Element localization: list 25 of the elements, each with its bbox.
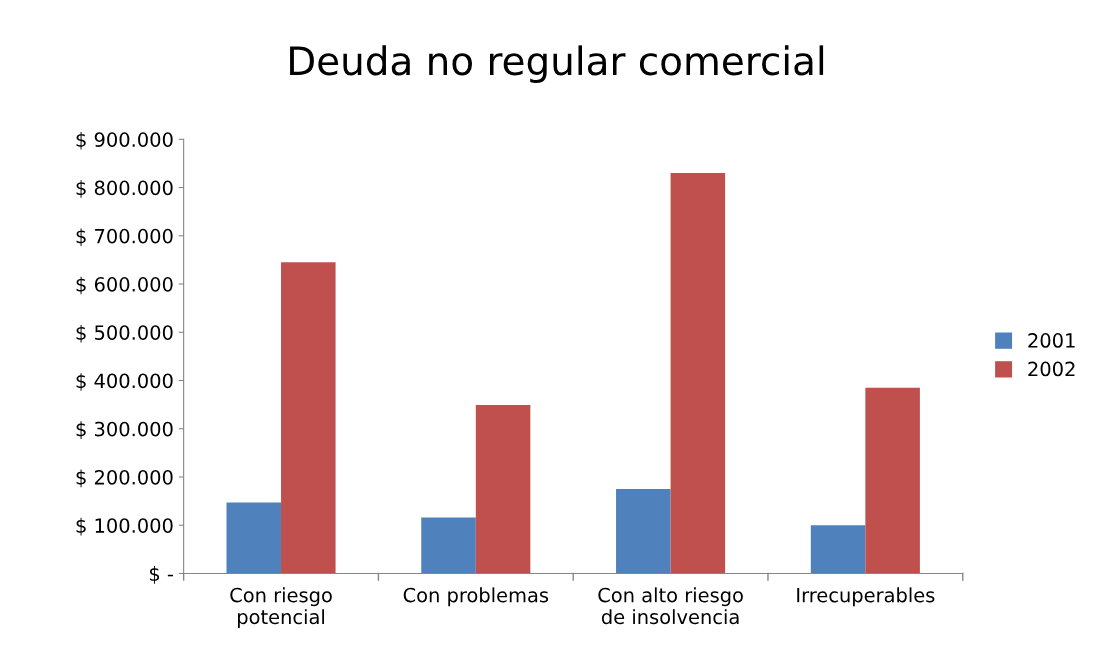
y-tick-label: $ 900.000	[76, 131, 173, 150]
y-tick-label: $ 600.000	[76, 276, 173, 295]
bar	[421, 517, 476, 574]
y-tick-label: $ -	[149, 566, 173, 584]
bar	[475, 405, 531, 574]
bar	[670, 173, 726, 574]
y-tick-label: $ 200.000	[76, 469, 173, 488]
legend-label: 2001	[1028, 333, 1075, 348]
x-tick-label: Con alto riesgo de insolvencia	[598, 587, 743, 625]
y-tick-label: $ 800.000	[76, 180, 173, 198]
x-tick-label: Con riesgo potencial	[230, 587, 332, 628]
y-tick-label: $ 700.000	[76, 228, 173, 247]
y-tick-label: $ 300.000	[76, 421, 173, 440]
x-tick-label: Con problemas	[403, 587, 549, 607]
bar	[810, 525, 866, 574]
y-tick-label: $ 400.000	[76, 373, 173, 391]
y-tick-label: $ 100.000	[76, 517, 173, 536]
bar	[226, 502, 282, 574]
y-tick-label: $ 500.000	[76, 324, 173, 343]
bar	[281, 262, 336, 574]
bar	[616, 489, 671, 574]
legend-label: 2002	[1028, 361, 1075, 377]
x-tick-label: Irrecuperables	[797, 587, 935, 607]
chart-title: Deuda no regular comercial	[290, 45, 824, 83]
bar	[865, 387, 920, 574]
